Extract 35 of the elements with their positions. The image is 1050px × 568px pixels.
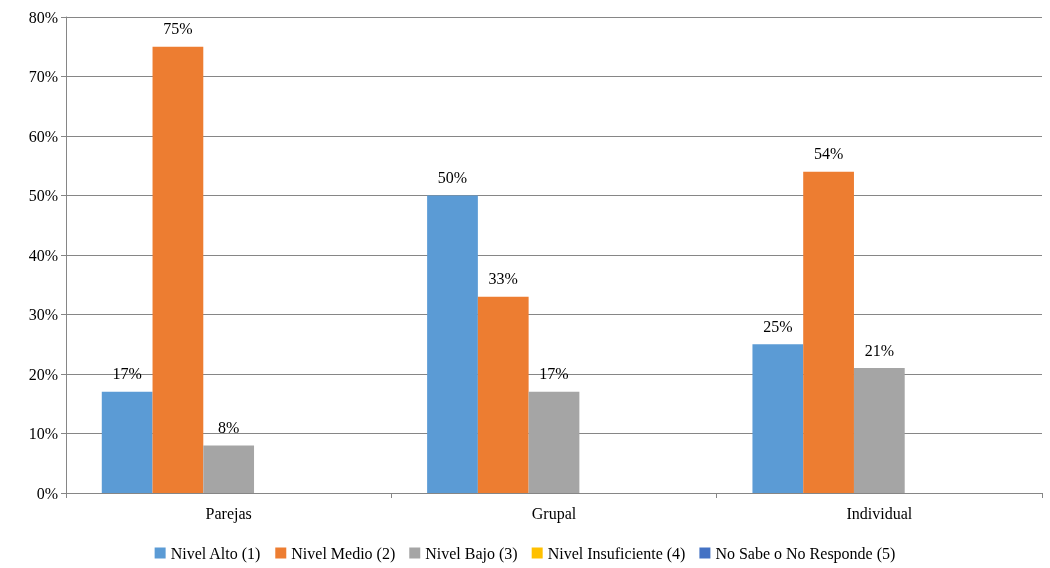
y-tick-label: 50% — [28, 187, 58, 204]
y-tick-label: 20% — [28, 365, 58, 383]
bar — [853, 368, 905, 493]
x-tick-label: Parejas — [205, 504, 252, 523]
y-tick-label: 0% — [36, 484, 58, 502]
bar — [203, 445, 255, 493]
data-label: 21% — [864, 341, 894, 359]
y-tick-label: 10% — [28, 425, 58, 442]
y-tick-label: 40% — [28, 246, 58, 264]
legend-label: No Sabe o No Responde (5) — [715, 544, 896, 563]
data-label: 25% — [763, 317, 793, 335]
y-tick-label: 80% — [28, 8, 58, 26]
x-tick-label: Grupal — [531, 504, 577, 523]
data-label: 54% — [813, 145, 844, 163]
bar — [101, 391, 153, 493]
data-label: 75% — [163, 20, 193, 38]
legend-label: Nivel Insuficiente (4) — [547, 544, 686, 563]
bar — [477, 296, 529, 493]
bar — [528, 391, 580, 493]
bar — [152, 46, 204, 493]
y-tick-label: 60% — [28, 127, 58, 145]
x-tick-label: Individual — [846, 504, 913, 522]
data-label: 8% — [218, 418, 240, 436]
bar — [427, 195, 478, 493]
legend-label: Nivel Medio (2) — [291, 544, 396, 563]
data-label: 33% — [488, 270, 518, 288]
data-label: 50% — [437, 169, 468, 186]
legend-label: Nivel Bajo (3) — [425, 544, 518, 563]
y-tick-label: 70% — [28, 68, 58, 85]
bar — [803, 171, 854, 493]
data-label: 17% — [539, 365, 569, 383]
y-tick-label: 30% — [28, 306, 58, 323]
bar — [752, 344, 804, 493]
data-label: 17% — [112, 365, 142, 383]
legend-label: Nivel Alto (1) — [170, 544, 261, 563]
